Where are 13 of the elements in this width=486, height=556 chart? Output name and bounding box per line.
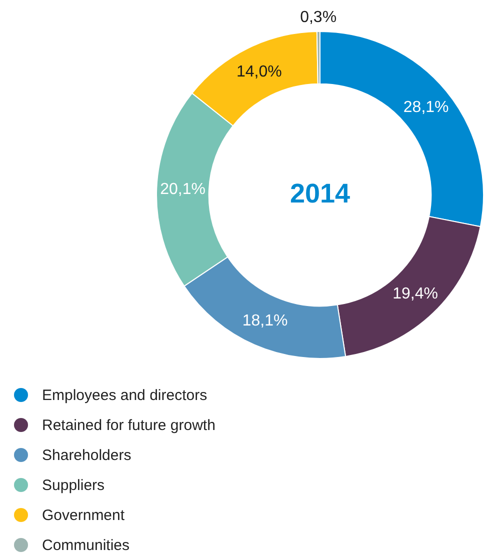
text: 2014 bbox=[290, 178, 350, 208]
legend-label: Government bbox=[42, 506, 125, 524]
legend-label: Suppliers bbox=[42, 476, 105, 494]
data-label: 18,1% bbox=[242, 312, 288, 330]
data-label: 19,4% bbox=[392, 285, 438, 302]
legend-label: Communities bbox=[42, 536, 130, 554]
data-label: 28,1% bbox=[403, 99, 449, 116]
data-label: 20,1% bbox=[160, 180, 206, 198]
data-label: 14,0% bbox=[236, 63, 282, 80]
data-label: 0,3% bbox=[300, 8, 337, 26]
legend-label: Shareholders bbox=[42, 446, 132, 464]
legend-label: Retained for future growth bbox=[42, 416, 216, 434]
legend-label: Employees and directors bbox=[42, 386, 208, 404]
